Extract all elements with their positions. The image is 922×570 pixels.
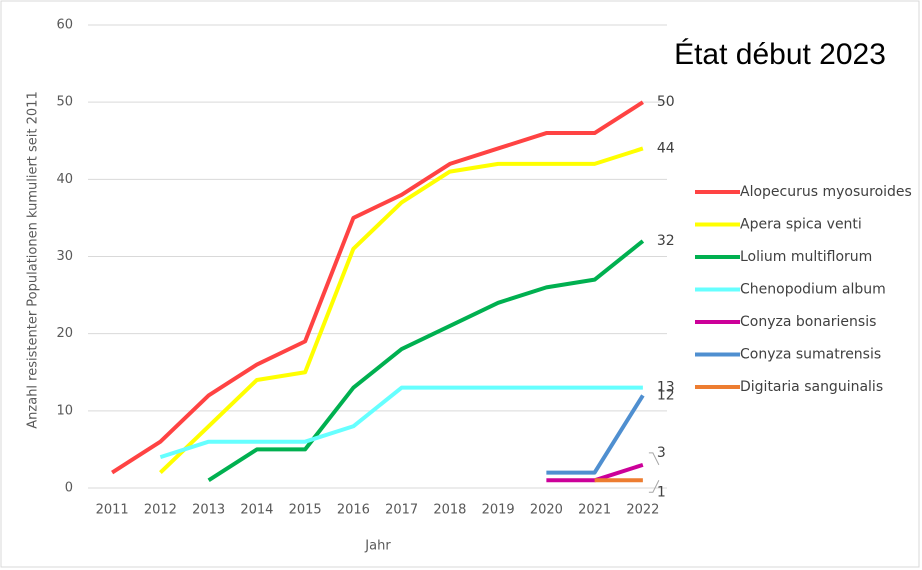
legend-label: Chenopodium album: [740, 282, 886, 298]
data-label: 3: [657, 445, 666, 461]
data-label: 32: [657, 233, 675, 249]
y-axis-label: Anzahl resistenter Populationen kumulier…: [26, 91, 41, 428]
x-tick-label: 2013: [192, 503, 225, 518]
x-tick-label: 2017: [385, 503, 418, 518]
legend-label: Alopecurus myosuroides: [740, 184, 912, 200]
chart-title: État début 2023: [674, 38, 886, 71]
x-tick-label: 2014: [240, 503, 273, 518]
chart: État début 2023 Jahr Anzahl resistenter …: [0, 0, 922, 570]
data-label: 50: [657, 94, 675, 110]
data-label: 12: [657, 387, 675, 403]
x-tick-label: 2015: [289, 503, 322, 518]
x-tick-label: 2021: [578, 503, 611, 518]
legend-label: Conyza sumatrensis: [740, 347, 881, 363]
data-label: 1: [657, 484, 666, 500]
x-axis-label: Jahr: [364, 539, 391, 554]
legend-label: Conyza bonariensis: [740, 314, 876, 330]
x-tick-label: 2012: [144, 503, 177, 518]
y-tick-label: 50: [56, 95, 73, 110]
legend-label: Apera spica venti: [740, 217, 862, 233]
y-tick-label: 40: [56, 172, 73, 187]
x-tick-label: 2018: [433, 503, 466, 518]
y-tick-label: 30: [56, 249, 73, 264]
x-tick-label: 2022: [626, 503, 659, 518]
x-tick-label: 2020: [530, 503, 563, 518]
legend-label: Lolium multiflorum: [740, 249, 872, 265]
x-tick-label: 2019: [482, 503, 515, 518]
y-tick-label: 10: [56, 403, 73, 418]
data-label: 44: [657, 140, 675, 156]
x-tick-label: 2011: [96, 503, 129, 518]
y-tick-label: 60: [56, 18, 73, 33]
legend-label: Digitaria sanguinalis: [740, 379, 883, 395]
y-tick-label: 20: [56, 326, 73, 341]
y-tick-label: 0: [65, 481, 73, 496]
x-tick-label: 2016: [337, 503, 370, 518]
